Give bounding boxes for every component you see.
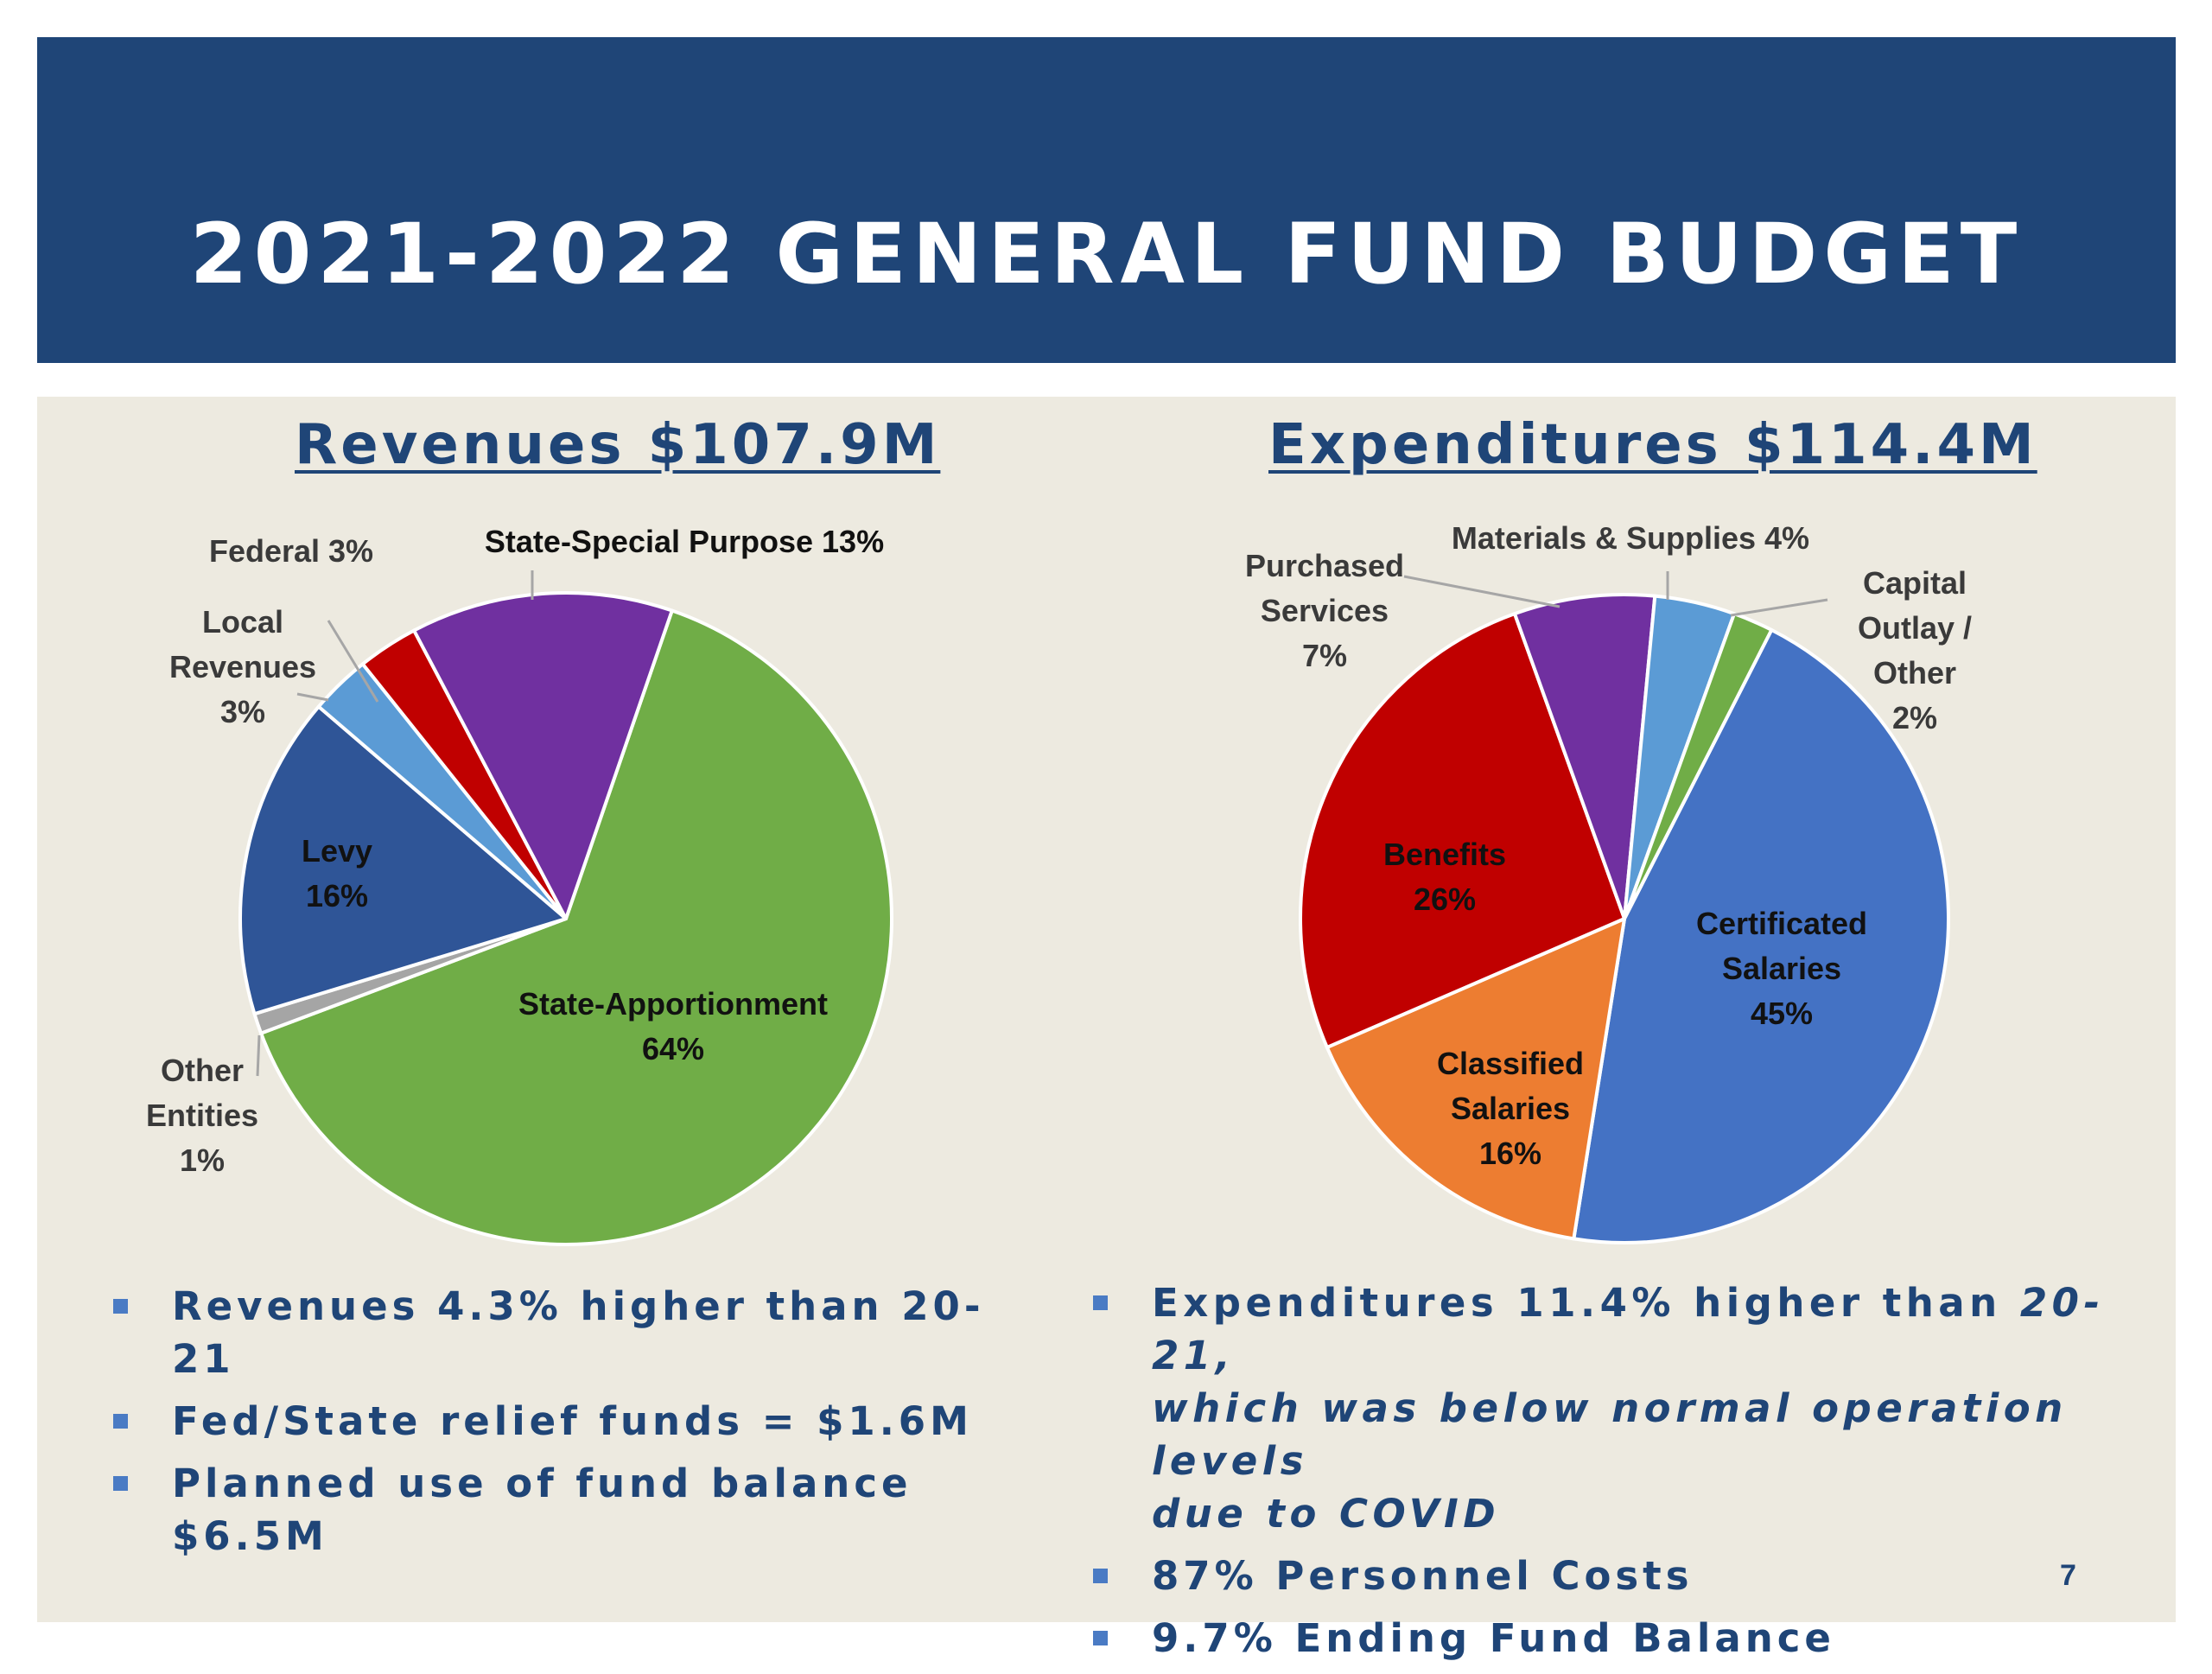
bullet-item: Revenues 4.3% higher than 20-21 (113, 1280, 1046, 1385)
expenditures-chart-title: Expenditures $114.4M (1268, 413, 2037, 477)
pie-slice-levy (238, 704, 568, 1016)
levy-label-line2: 16% (306, 878, 368, 913)
pie-slice-state-apportionment (259, 608, 894, 1246)
local-label-line2: Revenues (169, 649, 316, 684)
capital-label-line4: 2% (1892, 700, 1937, 735)
pie-slice-classified-salaries (1325, 917, 1626, 1241)
local-label-line3: 3% (220, 694, 265, 729)
bullet-square-icon (1093, 1295, 1108, 1310)
bullet-item: 87% Personnel Costs (1093, 1550, 2173, 1602)
bullet-square-icon (113, 1299, 128, 1314)
state-special-label: State-Special Purpose 13% (485, 524, 884, 559)
capital-leader-line (1730, 598, 1828, 617)
capital-label-line3: Other (1873, 655, 1956, 691)
local-leader-line (296, 692, 329, 702)
pie-slice-purchased-services (1512, 593, 1657, 920)
state-apportionment-label-line1: State-Apportionment (518, 986, 828, 1022)
bullet-square-icon (113, 1476, 128, 1491)
classified-label-line2: Salaries (1451, 1091, 1570, 1126)
bullet-square-icon (1093, 1569, 1108, 1583)
pie-slice-benefits (1299, 612, 1626, 1049)
title-bar: 2021-2022 GENERAL FUND BUDGET (37, 37, 2176, 363)
other-leader-line (256, 1034, 261, 1077)
local-label-line1: Local (202, 604, 283, 640)
revenues-bullets: Revenues 4.3% higher than 20-21 Fed/Stat… (113, 1280, 1046, 1572)
classified-label-line1: Classified (1437, 1046, 1584, 1081)
purchased-label-line1: Purchased (1245, 548, 1404, 583)
revenues-chart-title: Revenues $107.9M (295, 413, 941, 477)
other-entities-label-line1: Other (161, 1053, 244, 1088)
bullet-square-icon (113, 1414, 128, 1429)
certificated-label-line1: Certificated (1696, 906, 1867, 941)
classified-label-line3: 16% (1479, 1136, 1541, 1171)
certificated-label-line2: Salaries (1722, 951, 1841, 986)
expenditures-pie (1299, 593, 1950, 1244)
other-entities-label-line3: 1% (180, 1143, 225, 1178)
page-number: 7 (2060, 1559, 2076, 1592)
other-entities-label-line2: Entities (146, 1098, 258, 1133)
levy-label-line1: Levy (302, 833, 372, 869)
slide-title: 2021-2022 GENERAL FUND BUDGET (189, 206, 2024, 302)
revenues-pie (238, 591, 894, 1246)
federal-label: Federal 3% (209, 533, 373, 569)
bullet-item: Fed/State relief funds = $1.6M (113, 1395, 1046, 1448)
purchased-leader-line (1403, 575, 1560, 608)
benefits-label-line1: Benefits (1383, 837, 1506, 872)
pie-slice-state-special-purpose (412, 591, 674, 920)
capital-label-line1: Capital (1863, 565, 1967, 601)
purchased-label-line2: Services (1261, 593, 1389, 628)
bullet-item: Expenditures 11.4% higher than 20-21, whi… (1093, 1276, 2173, 1540)
purchased-label-line3: 7% (1302, 638, 1347, 673)
state-apportionment-label-line2: 64% (642, 1031, 704, 1066)
bullet-item: Planned use of fund balance $6.5M (113, 1457, 1046, 1563)
federal-leader-line (327, 620, 379, 703)
bullet-square-icon (1093, 1631, 1108, 1645)
bullet-item: 9.7% Ending Fund Balance (1093, 1612, 2173, 1664)
materials-label: Materials & Supplies 4% (1452, 520, 1809, 556)
expenditures-bullets: Expenditures 11.4% higher than 20-21, whi… (1093, 1276, 2173, 1674)
certificated-label-line3: 45% (1751, 996, 1813, 1031)
capital-label-line2: Outlay / (1858, 610, 1972, 646)
benefits-label-line2: 26% (1414, 882, 1476, 917)
pie-slice-certificated-salaries (1572, 627, 1950, 1244)
